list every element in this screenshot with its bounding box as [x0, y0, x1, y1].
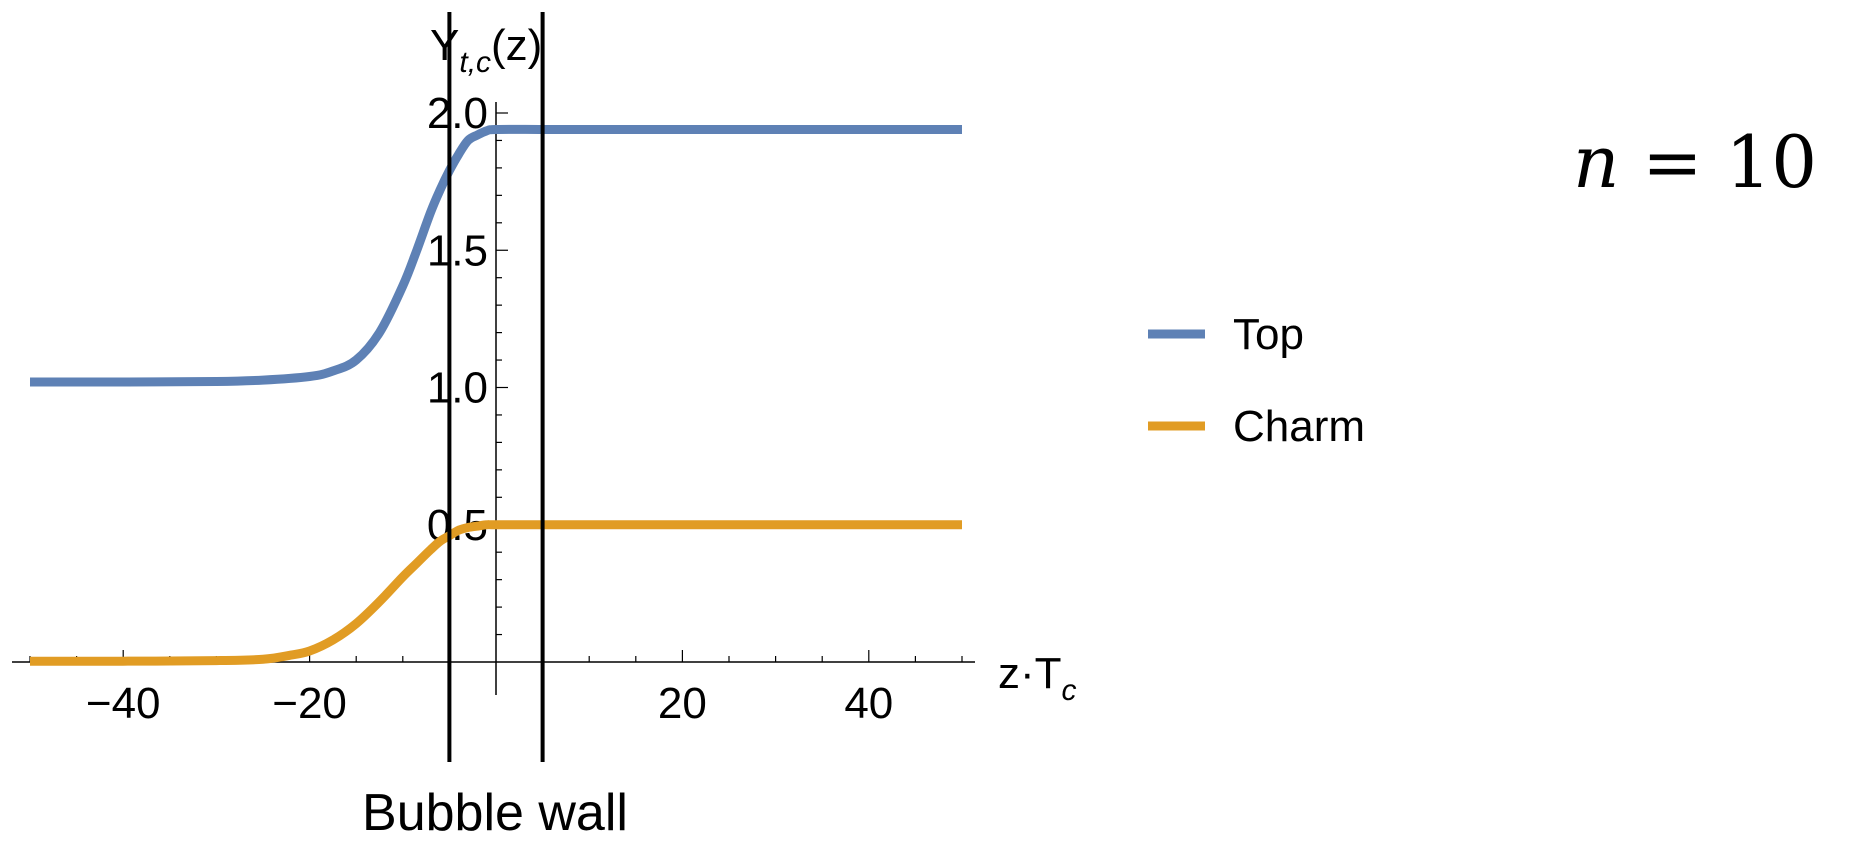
legend-label-top: Top [1233, 310, 1304, 359]
y-tick-label: 1.0 [427, 364, 488, 413]
y-ticks: 0.51.01.52.0 [427, 89, 508, 636]
y-axis-label-sub: t,c [459, 46, 491, 79]
bubble-wall-lines [447, 12, 545, 762]
x-tick-label: 20 [658, 679, 707, 728]
series-line-top [29, 124, 962, 387]
bubble-wall-label: Bubble wall [362, 784, 628, 842]
y-axis-label-suffix: (z) [491, 21, 542, 70]
y-axis-label: Yt,c(z) [430, 21, 542, 79]
y-axis-label-main: Y [430, 21, 459, 70]
x-tick-label: −40 [86, 679, 161, 728]
legend: Top Charm [1148, 310, 1365, 451]
x-tick-label: −20 [272, 679, 347, 728]
n-equals-label: n = 10 [1573, 120, 1817, 204]
legend-label-charm: Charm [1233, 402, 1365, 451]
plot-area: −40 −20 20 40 0.51.01.52.0 [12, 12, 975, 762]
x-tick-label: 40 [844, 679, 893, 728]
n-value: = 10 [1619, 120, 1817, 204]
x-axis-label: z·Tc [998, 649, 1077, 707]
n-variable: n [1573, 120, 1619, 204]
x-axis-label-main: z·T [998, 649, 1062, 698]
y-tick-label: 1.5 [427, 226, 488, 275]
series-layer [29, 124, 962, 666]
x-axis-label-sub: c [1062, 674, 1077, 707]
series-line-charm [29, 520, 962, 666]
x-ticks: −40 −20 20 40 [29, 650, 963, 728]
